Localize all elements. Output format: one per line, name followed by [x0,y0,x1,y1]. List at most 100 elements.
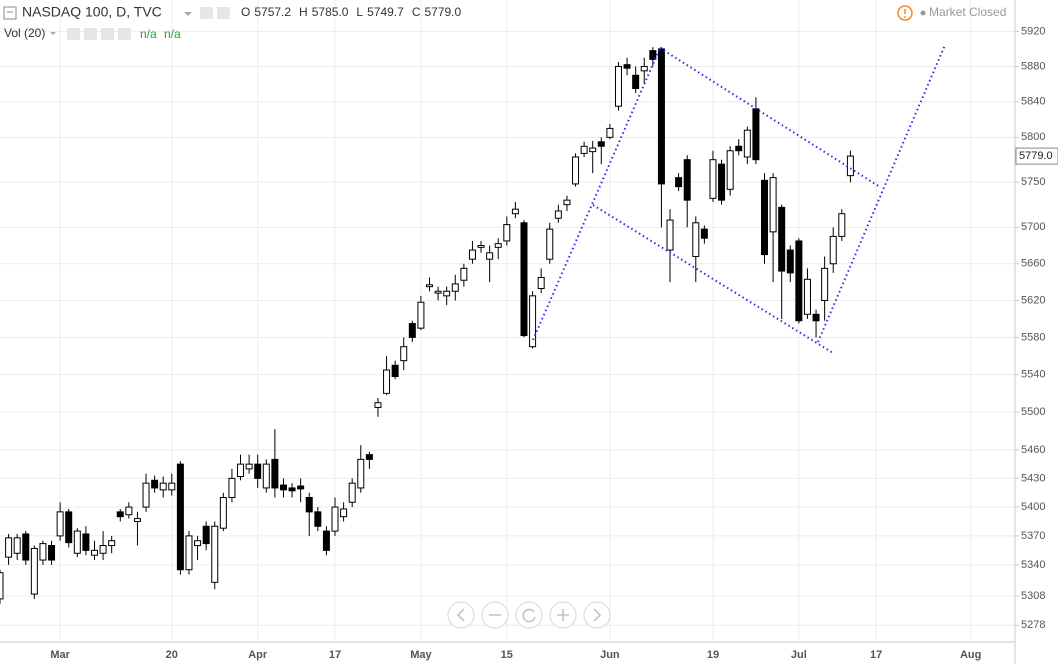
candle-body [90,549,98,556]
candle-body [606,127,614,138]
candle-body [675,177,683,188]
candle-body [237,463,245,477]
scroll-left-button[interactable] [447,601,475,629]
x-tick-label: 19 [707,649,719,661]
candle-body [211,525,219,583]
y-tick-label: 5700 [1021,221,1045,233]
candle-body [426,284,433,288]
candle-body [142,482,150,508]
icon [593,608,602,622]
x-tick-label: 17 [870,649,882,661]
candle-body [597,141,605,147]
y-tick-label: 5340 [1021,559,1045,571]
candle-body [133,518,141,522]
candle-body [30,547,38,595]
symbol-title: NASDAQ 100, D, TVC [22,4,162,20]
x-tick-label: 20 [166,649,178,661]
candle-body [374,402,382,408]
candle-body [202,525,210,545]
vol-remove-button[interactable] [118,28,131,40]
candle-body [761,179,769,256]
x-tick-label: Aug [960,649,981,661]
ohlc-key: H [299,5,308,19]
candle-body [529,295,537,348]
candle-body [168,482,176,491]
candle-body [821,267,829,301]
y-tick-label: 5500 [1021,406,1045,418]
grid [0,0,1015,642]
vol-more-button[interactable] [101,28,114,40]
candle-body [365,454,373,460]
hide-button[interactable] [217,7,230,19]
candle-body [159,482,167,491]
dropdown-icon[interactable] [50,32,56,35]
y-tick-label: 5840 [1021,96,1045,108]
candle-body [331,506,339,532]
candle-body [348,482,356,503]
candle-body [22,533,30,561]
candle-body [340,508,348,518]
candle-body [572,156,580,185]
trend-line [659,47,881,188]
candle-body [254,463,262,479]
settings-button[interactable] [200,7,213,19]
status-icon-dot [904,16,906,18]
vol-settings-button[interactable] [67,28,80,40]
candles [0,47,854,604]
status-text: Market Closed [929,5,1006,19]
candle-body [408,323,416,338]
candle-body [563,199,571,206]
candle-body [297,485,305,490]
candle-body [56,511,64,537]
candle-body [400,346,408,362]
candle-body [65,511,73,544]
candle-body [314,511,322,527]
dropdown-icon[interactable] [184,12,192,16]
candle-body [795,240,803,322]
x-tick-label: 15 [501,649,513,661]
candle-body [786,249,794,274]
candle-body [666,219,674,251]
y-tick-label: 5660 [1021,258,1045,270]
candle-body [623,64,631,69]
last-price-label: 5779.0 [1019,150,1053,162]
icon [456,608,465,622]
scroll-right-button[interactable] [583,601,611,629]
candle-body [383,369,391,394]
candle-body [357,458,365,489]
ohlc-key: C [412,5,421,19]
status-dot [920,10,926,16]
y-tick-label: 5540 [1021,369,1045,381]
y-tick-label: 5400 [1021,501,1045,513]
candle-body [718,163,726,201]
candle-body [39,543,47,561]
candle-body [460,267,468,281]
candle-body [73,530,81,554]
axes: 5278 5308 5340 5370 5400 5430 5460 5500 5540 5580… [50,25,1045,661]
candle-body [245,463,253,470]
y-tick-label: 5920 [1021,25,1045,37]
navigation-buttons [447,601,611,629]
candle-body [743,129,751,158]
reset-button[interactable] [515,601,543,629]
candle-body [219,496,227,529]
vol-hide-button[interactable] [84,28,97,40]
candle-body [151,479,159,489]
ohlc-value: 5749.7 [367,5,404,19]
ohlc-value: 5785.0 [312,5,349,19]
candle-body [632,74,640,89]
candle-body [503,224,511,242]
y-tick-label: 5800 [1021,131,1045,143]
candle-body [228,477,236,498]
candle-body [486,252,494,260]
candle-body [417,301,425,329]
series-toggle[interactable] [3,6,17,20]
ohlc-values: O 5757.2 H 5785.0 L 5749.7 C 5779.0 [241,5,462,19]
x-tick-label: Apr [248,649,268,661]
candle-body [451,283,459,292]
icon [522,608,536,623]
candle-body [305,496,313,513]
candle-body [511,208,519,215]
y-tick-label: 5370 [1021,530,1045,542]
